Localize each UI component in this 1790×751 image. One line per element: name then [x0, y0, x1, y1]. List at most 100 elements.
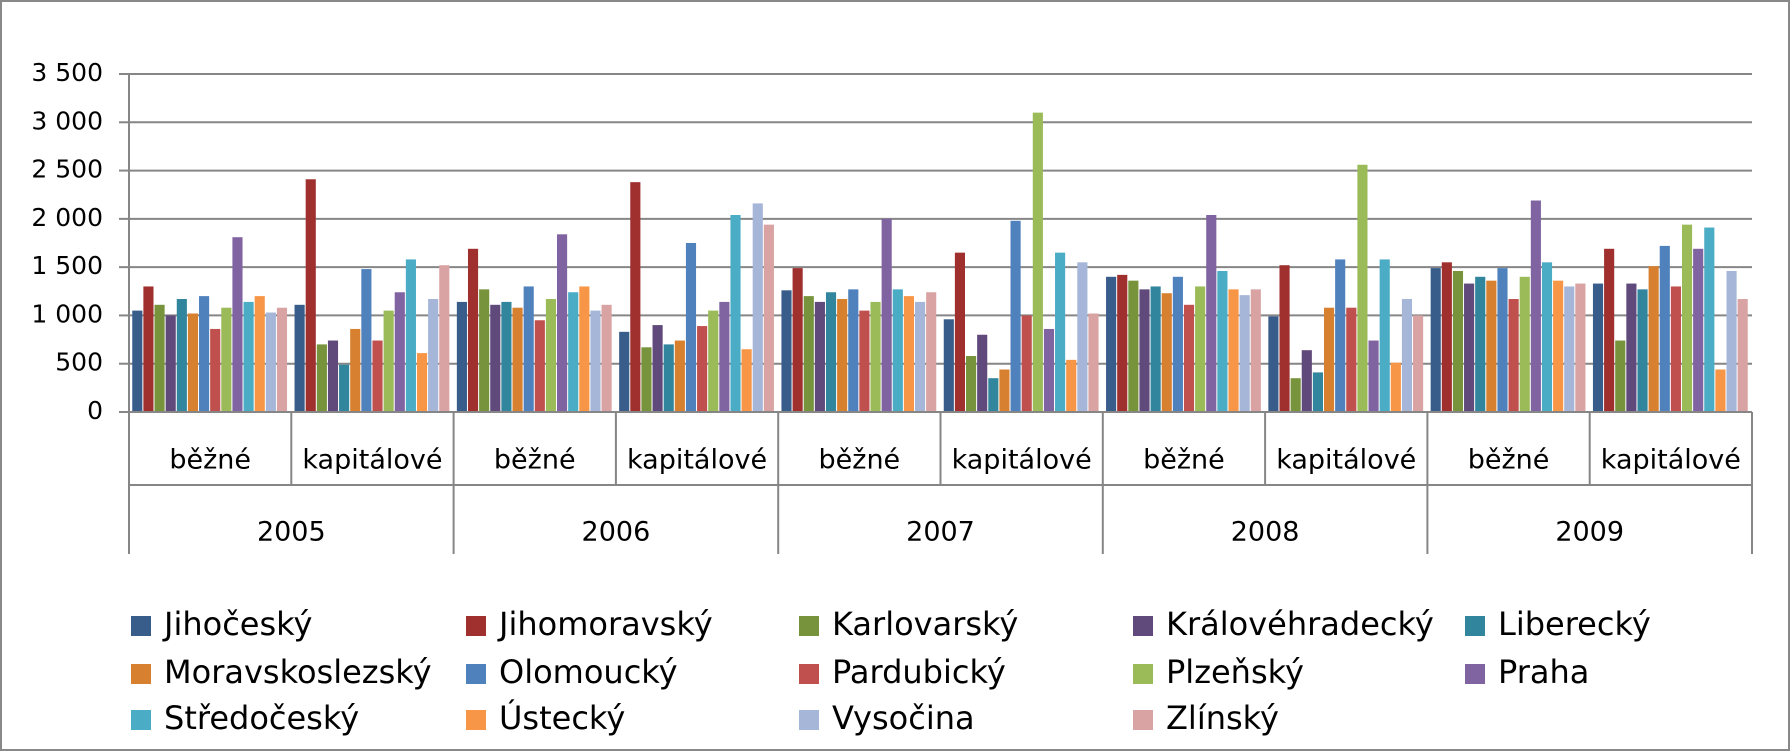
- bar: [590, 310, 601, 412]
- bar: [327, 340, 339, 412]
- bar: [1497, 268, 1508, 412]
- bar: [1106, 276, 1117, 412]
- legend-label: Královéhradecký: [1166, 605, 1434, 643]
- bar: [316, 344, 327, 412]
- bar: [1693, 248, 1704, 412]
- bar: [859, 310, 870, 412]
- bar: [210, 328, 221, 412]
- bar: [697, 326, 708, 412]
- legend-swatch: [1133, 710, 1153, 730]
- bar: [1117, 274, 1128, 412]
- legend-label: Jihomoravský: [497, 605, 713, 643]
- bar: [545, 299, 557, 412]
- bar: [1413, 315, 1424, 412]
- legend-label: Karlovarský: [832, 605, 1018, 643]
- bar: [361, 269, 372, 412]
- bar: [1726, 271, 1737, 412]
- bar: [1681, 224, 1693, 412]
- bar: [848, 289, 859, 412]
- x-tick-label: kapitálové: [1601, 445, 1741, 476]
- bar: [1401, 299, 1413, 412]
- bar: [926, 292, 937, 412]
- bar: [814, 301, 825, 412]
- bar: [741, 349, 752, 412]
- bar: [1195, 286, 1206, 412]
- bar: [394, 292, 405, 412]
- y-tick-label: 2 500: [31, 155, 103, 184]
- group-label: 2007: [906, 517, 975, 548]
- bar: [1368, 340, 1379, 412]
- x-tick-label: běžné: [1468, 445, 1550, 476]
- group-label: 2005: [257, 517, 326, 548]
- legend-swatch: [466, 616, 486, 636]
- y-tick-label: 1 000: [31, 299, 103, 328]
- legend-swatch: [1133, 664, 1153, 684]
- bar: [534, 320, 545, 412]
- bar: [1379, 259, 1390, 412]
- bar: [1737, 299, 1748, 412]
- bar: [1088, 313, 1099, 412]
- bar: [619, 331, 630, 412]
- bar: [999, 369, 1010, 412]
- bar: [154, 304, 165, 412]
- bar: [1564, 286, 1575, 412]
- bar: [1715, 369, 1726, 412]
- bar: [630, 182, 641, 412]
- bar: [1357, 164, 1368, 412]
- bar: [1161, 293, 1172, 412]
- bar: [350, 328, 361, 412]
- bar: [490, 304, 501, 412]
- bar: [1268, 316, 1279, 412]
- legend-swatch: [131, 710, 151, 730]
- bar: [1346, 307, 1357, 412]
- bar: [1441, 262, 1452, 412]
- bar: [1323, 307, 1335, 412]
- bar: [294, 304, 305, 412]
- bar: [601, 304, 612, 412]
- bar: [763, 224, 774, 412]
- bar: [1553, 280, 1564, 412]
- bar: [1508, 299, 1519, 412]
- bar: [966, 355, 977, 412]
- bar: [467, 248, 479, 412]
- bar: [1530, 200, 1541, 412]
- bar: [1250, 289, 1261, 412]
- bar: [1172, 276, 1183, 412]
- legend-label: Praha: [1498, 653, 1589, 691]
- bar: [663, 344, 674, 412]
- y-tick-label: 500: [55, 348, 103, 377]
- x-tick-label: kapitálové: [1276, 445, 1416, 476]
- bar: [1464, 283, 1475, 412]
- bar: [1452, 271, 1464, 412]
- x-tick-label: běžné: [819, 445, 901, 476]
- bar: [1541, 262, 1553, 412]
- bar: [914, 301, 926, 412]
- bar: [781, 290, 792, 412]
- bar: [428, 299, 439, 412]
- bar: [988, 378, 999, 412]
- bar: [276, 307, 288, 412]
- bar: [1659, 245, 1670, 412]
- bar: [557, 234, 568, 412]
- bar: [641, 347, 652, 412]
- x-tick-label: běžné: [169, 445, 251, 476]
- bar: [652, 325, 663, 412]
- group-label: 2008: [1231, 517, 1300, 548]
- y-tick-label: 2 000: [31, 203, 103, 232]
- bar: [1301, 350, 1312, 412]
- bar: [803, 296, 814, 412]
- bar: [1228, 289, 1239, 412]
- bar: [221, 307, 232, 412]
- bar: [1626, 283, 1637, 412]
- bar: [1217, 271, 1228, 412]
- bar: [1150, 286, 1161, 412]
- bar: [1032, 112, 1043, 412]
- bar: [719, 301, 730, 412]
- bar: [1066, 359, 1077, 412]
- bar: [1206, 214, 1217, 412]
- bar: [305, 179, 316, 412]
- bar: [199, 296, 210, 412]
- bar: [1128, 280, 1139, 412]
- bar: [792, 268, 803, 412]
